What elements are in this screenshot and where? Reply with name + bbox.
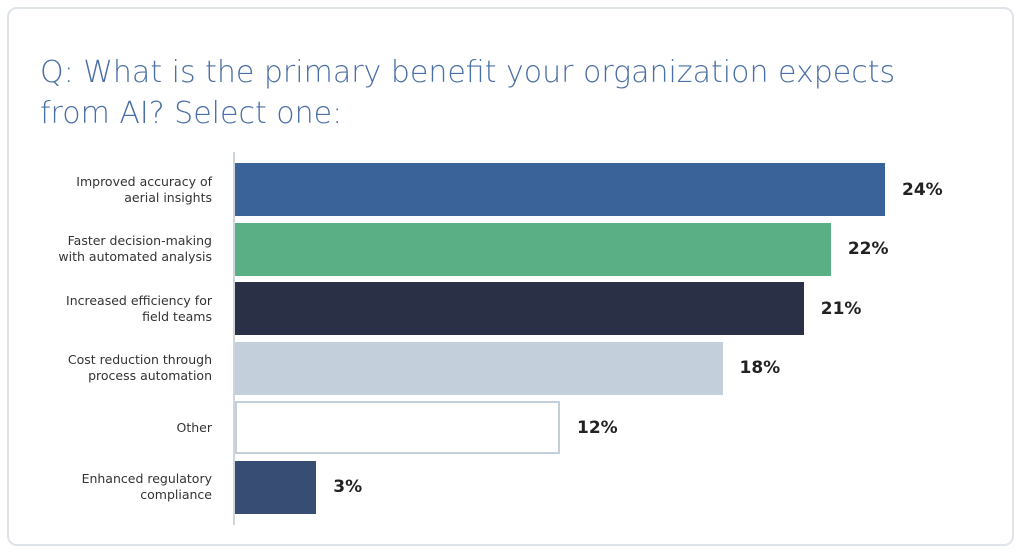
bar — [235, 460, 317, 514]
bar — [235, 222, 831, 276]
bar — [235, 401, 560, 454]
category-label: Increased efficiency for field teams — [66, 292, 212, 324]
card — [7, 7, 1014, 546]
category-label: Improved accuracy of aerial insights — [76, 173, 212, 205]
chart-title: Q: What is the primary benefit your orga… — [40, 55, 896, 131]
bar — [235, 163, 885, 216]
value-label: 18% — [739, 358, 781, 378]
category-label: Faster decision-making with automated an… — [58, 233, 212, 264]
bar — [235, 282, 804, 335]
value-label: 12% — [577, 417, 618, 438]
bar — [235, 341, 723, 395]
category-label: Other — [176, 419, 213, 435]
value-label: 3% — [333, 477, 363, 497]
value-label: 22% — [847, 239, 889, 259]
category-label: Enhanced regulatory compliance — [81, 471, 212, 502]
value-label: 21% — [820, 298, 862, 319]
value-label: 24% — [902, 179, 943, 200]
category-label: Cost reduction through process automatio… — [67, 352, 212, 383]
axis-line — [233, 152, 235, 525]
